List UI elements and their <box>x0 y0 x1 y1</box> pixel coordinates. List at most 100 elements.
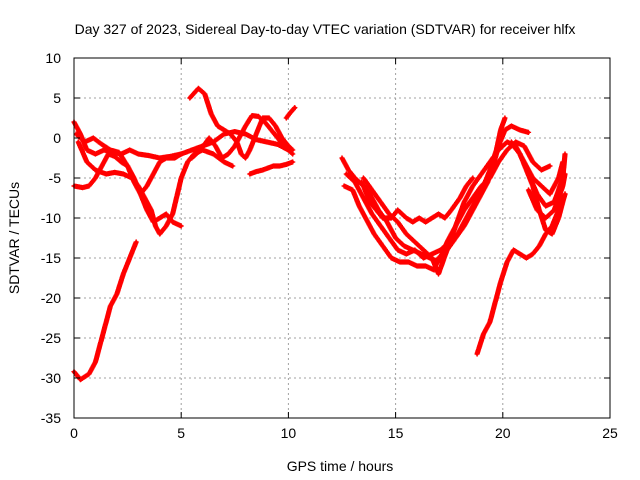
series-track-9 <box>283 105 298 121</box>
data-point <box>108 304 113 308</box>
data-point <box>278 164 282 168</box>
data-point <box>413 240 417 244</box>
data-point <box>93 176 98 180</box>
data-point <box>445 248 449 252</box>
data-point <box>443 216 447 220</box>
data-point <box>80 186 85 190</box>
series-track-7 <box>189 113 296 161</box>
data-point <box>179 224 183 228</box>
data-point <box>282 144 286 148</box>
data-point <box>396 220 400 224</box>
data-point <box>456 232 460 236</box>
series-track-14 <box>360 139 566 277</box>
data-point <box>132 180 136 184</box>
data-point <box>188 96 192 100</box>
data-point <box>378 200 383 204</box>
data-point <box>153 224 158 228</box>
data-point <box>387 212 391 216</box>
data-point <box>430 216 434 220</box>
data-point <box>518 252 522 256</box>
data-point <box>436 260 441 264</box>
data-point <box>471 176 475 180</box>
data-point <box>102 328 106 332</box>
data-point <box>488 320 492 324</box>
data-point <box>91 136 95 140</box>
data-point <box>164 212 168 216</box>
data-point <box>411 248 415 252</box>
y-tick-label: -30 <box>41 370 61 386</box>
data-point <box>499 128 503 132</box>
data-point <box>505 140 509 144</box>
data-point <box>531 160 535 164</box>
data-point <box>458 196 462 200</box>
data-point <box>522 144 526 148</box>
data-point <box>158 216 162 220</box>
data-point <box>387 236 391 240</box>
data-point <box>424 220 428 224</box>
y-tick-label: -35 <box>41 410 61 426</box>
data-point <box>378 224 383 228</box>
data-point <box>394 236 398 240</box>
data-point <box>462 200 466 204</box>
y-tick-label: -15 <box>41 250 61 266</box>
y-tick-label: 10 <box>45 50 61 66</box>
data-point <box>213 144 218 148</box>
data-point <box>231 164 235 168</box>
data-point <box>179 152 183 156</box>
data-point <box>248 148 252 152</box>
data-point <box>128 256 132 260</box>
data-point <box>376 208 381 212</box>
data-point <box>544 216 548 220</box>
series-track-1 <box>71 239 139 383</box>
data-point <box>563 192 567 196</box>
data-point <box>404 232 408 236</box>
data-point <box>239 152 243 156</box>
data-point <box>164 156 168 160</box>
data-point <box>93 152 98 156</box>
data-point <box>368 192 372 196</box>
data-point <box>464 184 468 188</box>
data-point <box>100 142 104 146</box>
data-point <box>85 160 89 164</box>
data-point <box>430 256 434 260</box>
data-point <box>509 140 513 144</box>
data-point <box>134 240 138 244</box>
data-point <box>158 160 162 164</box>
data-point <box>359 180 363 184</box>
data-point <box>76 140 80 144</box>
data-point <box>526 188 531 192</box>
data-point <box>499 280 503 284</box>
y-tick-label: -25 <box>41 330 61 346</box>
data-point <box>291 160 295 164</box>
y-tick-label: 0 <box>53 130 61 146</box>
axis-ticks: 0 5 10 15 20 25 -35 -30 -25 -20 -15 -10 -5 0 5 10 <box>41 50 618 441</box>
data-point <box>158 232 162 236</box>
series-track-15 <box>474 191 568 357</box>
data-point <box>147 154 151 158</box>
series-track-8 <box>247 159 296 177</box>
data-point <box>526 130 531 134</box>
data-point <box>113 154 117 158</box>
data-point <box>385 220 389 224</box>
data-point <box>265 140 269 144</box>
data-point <box>256 114 260 118</box>
x-tick-label: 0 <box>70 425 78 441</box>
data-point <box>479 184 483 188</box>
data-point <box>475 352 479 356</box>
data-point <box>550 232 554 236</box>
data-point <box>164 224 168 228</box>
data-point <box>526 172 531 176</box>
data-point <box>436 212 441 216</box>
data-point <box>531 252 535 256</box>
data-point <box>151 172 155 176</box>
series-track-18 <box>525 171 568 221</box>
data-point <box>263 120 267 124</box>
data-point <box>233 144 237 148</box>
data-point <box>117 150 121 154</box>
data-point <box>481 332 486 336</box>
data-point <box>539 168 543 172</box>
x-tick-label: 20 <box>495 425 511 441</box>
chart-title: Day 327 of 2023, Sidereal Day-to-day VTE… <box>75 21 576 37</box>
data-point <box>271 164 275 168</box>
data-series <box>71 85 568 383</box>
